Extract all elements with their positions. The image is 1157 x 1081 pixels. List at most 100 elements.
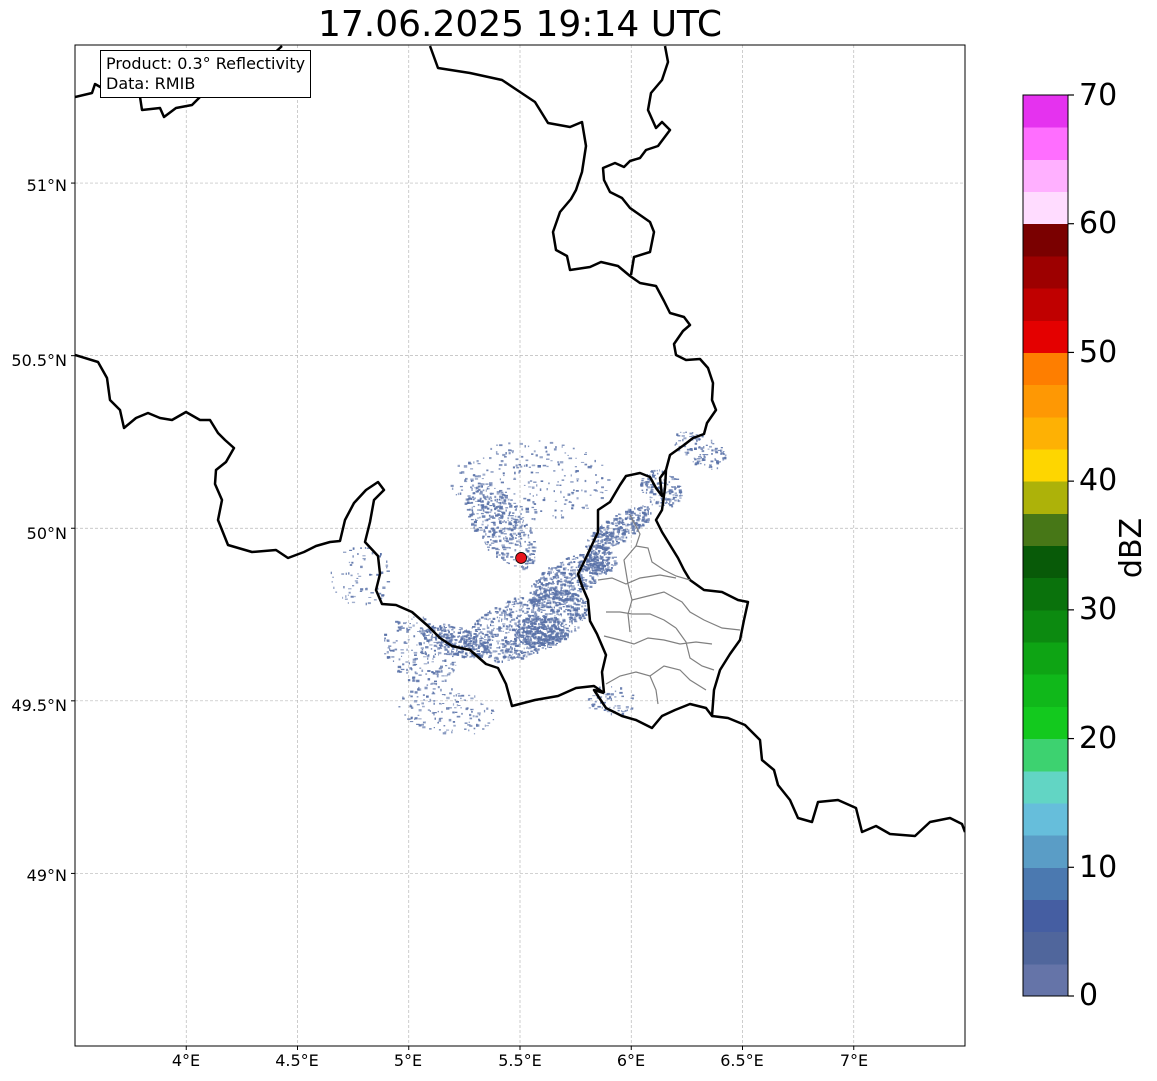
echo-pixel [562, 563, 565, 566]
echo-pixel [497, 640, 501, 642]
echo-pixel [357, 573, 359, 575]
echo-pixel [560, 624, 562, 626]
echo-pixel [597, 550, 601, 552]
echo-pixel [452, 721, 456, 723]
echo-pixel [487, 502, 490, 504]
echo-pixel [519, 635, 521, 637]
echo-pixel [507, 600, 511, 603]
echo-pixel [527, 557, 531, 560]
echo-pixel [514, 601, 517, 603]
echo-pixel [558, 591, 561, 594]
echo-pixel [518, 539, 520, 541]
echo-pixel [512, 512, 515, 514]
echo-pixel [606, 558, 610, 561]
echo-pixel [649, 491, 651, 493]
echo-pixel [609, 706, 611, 708]
echo-pixel [611, 535, 614, 538]
echo-pixel [620, 687, 623, 690]
echo-pixel [453, 653, 457, 656]
echo-pixel [614, 564, 617, 566]
colorbar-cell [1023, 481, 1068, 514]
echo-pixel [559, 592, 562, 594]
echo-pixel [539, 604, 541, 607]
echo-pixel [475, 639, 478, 642]
echo-pixel [502, 643, 505, 646]
echo-pixel [511, 657, 514, 660]
echo-pixel [543, 633, 547, 636]
echo-pixel [498, 530, 503, 533]
echo-pixel [411, 668, 413, 671]
echo-pixel [645, 481, 649, 483]
echo-pixel [487, 500, 490, 504]
echo-pixel [562, 596, 564, 598]
echo-pixel [510, 640, 513, 642]
echo-pixel [446, 673, 451, 676]
echo-pixel [483, 506, 486, 509]
echo-pixel [543, 620, 546, 622]
echo-pixel [510, 608, 513, 611]
echo-pixel [608, 553, 611, 556]
echo-pixel [542, 628, 546, 630]
echo-pixel [714, 458, 716, 460]
echo-pixel [495, 451, 498, 454]
echo-pixel [601, 486, 604, 489]
echo-pixel [471, 487, 473, 490]
echo-pixel [392, 660, 395, 662]
echo-pixel [631, 517, 635, 519]
echo-pixel [631, 528, 635, 531]
echo-pixel [531, 453, 534, 455]
echo-pixel [477, 712, 481, 715]
echo-pixel [524, 540, 526, 543]
echo-pixel [543, 578, 547, 581]
echo-pixel [560, 588, 562, 591]
echo-pixel [585, 563, 589, 566]
echo-pixel [719, 461, 721, 463]
echo-pixel [536, 630, 540, 633]
echo-pixel [661, 481, 663, 484]
echo-pixel [517, 625, 520, 627]
echo-pixel [585, 586, 588, 589]
echo-pixel [565, 581, 568, 583]
echo-pixel [447, 624, 451, 627]
echo-pixel [650, 512, 652, 515]
echo-pixel [432, 688, 436, 690]
echo-pixel [566, 633, 569, 636]
echo-pixel [483, 483, 485, 486]
echo-pixel [584, 479, 587, 483]
echo-pixel [699, 454, 702, 456]
colorbar-cell [1023, 448, 1068, 482]
echo-pixel [509, 614, 513, 617]
echo-pixel [508, 651, 511, 653]
echo-pixel [644, 481, 647, 483]
echo-pixel [560, 634, 563, 637]
echo-pixel [480, 643, 484, 645]
echo-pixel [478, 633, 480, 635]
echo-pixel [365, 587, 368, 591]
echo-pixel [526, 560, 529, 563]
echo-pixel [614, 525, 619, 526]
echo-pixel [460, 707, 462, 709]
echo-pixel [551, 597, 555, 600]
echo-pixel [618, 526, 621, 528]
echo-pixel [506, 625, 510, 628]
echo-pixel [410, 695, 413, 698]
echo-pixel [611, 556, 614, 559]
echo-pixel [675, 494, 678, 497]
echo-pixel [479, 656, 481, 658]
echo-pixel [641, 518, 646, 520]
echo-pixel [602, 560, 604, 562]
echo-pixel [533, 541, 536, 543]
echo-pixel [609, 534, 613, 536]
echo-pixel [556, 633, 559, 636]
echo-pixel [442, 634, 446, 637]
echo-pixel [482, 653, 485, 655]
echo-pixel [497, 653, 501, 655]
echo-pixel [425, 646, 429, 649]
echo-pixel [556, 581, 560, 584]
echo-pixel [333, 586, 335, 589]
echo-pixel [455, 711, 458, 713]
echo-pixel [610, 567, 613, 569]
echo-pixel [530, 617, 534, 620]
echo-pixel [592, 563, 596, 565]
echo-pixel [539, 588, 542, 591]
